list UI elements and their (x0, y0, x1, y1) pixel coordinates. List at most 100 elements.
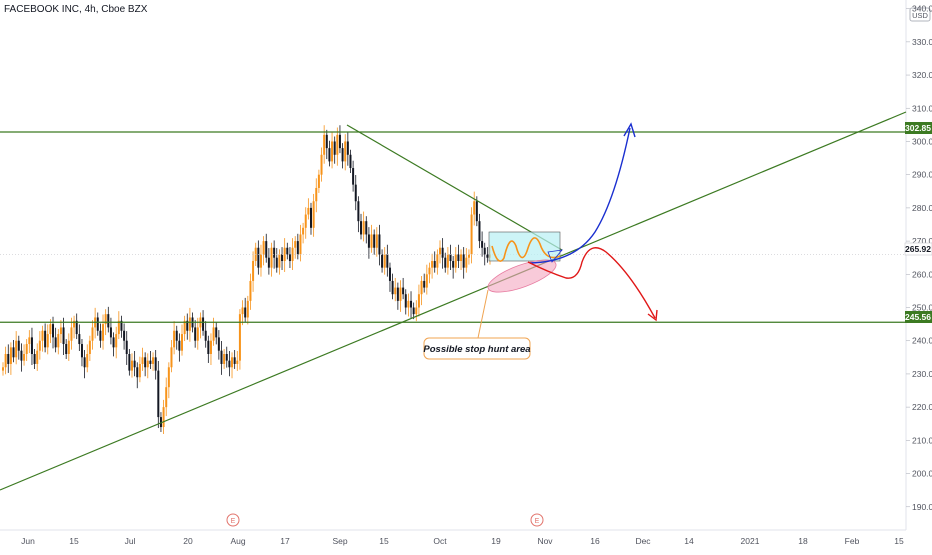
candle-body (428, 267, 431, 275)
candle-body (75, 320, 78, 335)
candle-body (438, 247, 441, 255)
candle-body (457, 254, 460, 262)
candle-body (404, 294, 407, 308)
x-tick-label: Sep (332, 536, 347, 546)
candle-body (281, 254, 284, 262)
candle-body (217, 337, 220, 351)
candle-body (244, 307, 247, 318)
candle-body (383, 254, 386, 268)
stop-hunt-annotation[interactable]: Possible stop hunt area (423, 289, 531, 360)
candle-body (115, 334, 118, 348)
candle-body (465, 257, 468, 268)
candle-body (270, 247, 273, 268)
candle-body (236, 360, 239, 364)
candle-body (9, 347, 12, 364)
earnings-marker-2[interactable]: E (530, 513, 544, 527)
candle-body (178, 340, 181, 351)
candle-body (149, 360, 152, 364)
candle-body (449, 254, 452, 262)
candle-body (478, 221, 481, 242)
candle-body (162, 407, 165, 428)
candle-body (54, 337, 57, 348)
candle-body (44, 330, 47, 348)
time-axis[interactable]: Jun 15 Jul 20 Aug 17 Sep 15 Oct 19 Nov 16 Dec 14 2021 1… (21, 536, 904, 546)
orange-wave-projection (491, 237, 561, 262)
candle-body (167, 367, 170, 388)
candle-body (170, 347, 173, 368)
candle-body (320, 154, 323, 175)
candle-body (128, 354, 131, 371)
candle-body (223, 354, 226, 364)
candle-body (331, 141, 334, 162)
x-tick-label: Aug (230, 536, 245, 546)
currency-badge-box[interactable] (909, 7, 931, 22)
candle-body (338, 134, 341, 149)
candle-body (183, 320, 186, 335)
candle-body (365, 221, 368, 235)
earnings-marker-1[interactable]: E (226, 513, 240, 527)
candle-body (325, 134, 328, 149)
candle-body (49, 324, 52, 335)
candle-body (283, 247, 286, 262)
candle-body (259, 254, 262, 268)
candle-body (309, 207, 312, 228)
candle-body (299, 234, 302, 255)
bullish-projection-path (529, 127, 631, 264)
candle-body (481, 241, 484, 248)
candle-body (194, 327, 197, 341)
current-price-text: 265.92 (905, 244, 931, 254)
candle-body (249, 280, 252, 301)
candle-body (441, 247, 444, 258)
candle-body (486, 254, 489, 258)
candle-body (315, 187, 318, 202)
annotation-text: Possible stop hunt area (423, 344, 530, 355)
candle-body (46, 334, 49, 348)
candle-body (302, 227, 305, 235)
candle-body (59, 327, 62, 335)
candle-body (452, 261, 455, 268)
candle-body (433, 261, 436, 268)
candle-body (228, 360, 231, 368)
candle-body (394, 287, 397, 295)
candle-body (415, 307, 418, 315)
x-tick-label: Feb (845, 536, 860, 546)
candle-body (52, 324, 55, 338)
x-tick-label: 2021 (741, 536, 760, 546)
candle-body (152, 357, 155, 364)
resistance-price-text: 302.85 (905, 123, 931, 133)
x-tick-label: Jun (21, 536, 35, 546)
candle-body (341, 148, 344, 162)
candle-body (41, 330, 44, 341)
candle-body (138, 363, 141, 378)
candle-body (317, 174, 320, 188)
candle-body (291, 247, 294, 262)
candle-body (333, 141, 336, 155)
candle-body (144, 357, 147, 368)
candle-body (204, 330, 207, 341)
candle-body (67, 340, 70, 354)
candle-body (209, 340, 212, 354)
currency-badge: USD (912, 11, 928, 20)
x-tick-label: 15 (894, 536, 904, 546)
x-tick-label: 20 (183, 536, 193, 546)
candle-body (130, 360, 133, 371)
candle-body (375, 234, 378, 248)
candle-body (17, 340, 20, 351)
candle-body (425, 274, 428, 288)
candle-body (196, 327, 199, 341)
x-tick-label: 19 (491, 536, 501, 546)
candle-body (33, 354, 36, 364)
y-tick-label: 340.00 (912, 4, 932, 14)
candle-body (286, 247, 289, 255)
candle-body (467, 254, 470, 258)
candle-body (70, 327, 73, 341)
x-tick-label: 15 (379, 536, 389, 546)
candle-body (417, 294, 420, 308)
candle-body (188, 317, 191, 331)
candle-body (388, 267, 391, 281)
candle-body (30, 337, 33, 354)
candle-body (267, 257, 270, 268)
price-axis[interactable]: 190.00 200.00 210.00 220.00 230.00 240.00 250.… (906, 4, 932, 512)
x-tick-label: Nov (537, 536, 553, 546)
candle-body (294, 241, 297, 248)
